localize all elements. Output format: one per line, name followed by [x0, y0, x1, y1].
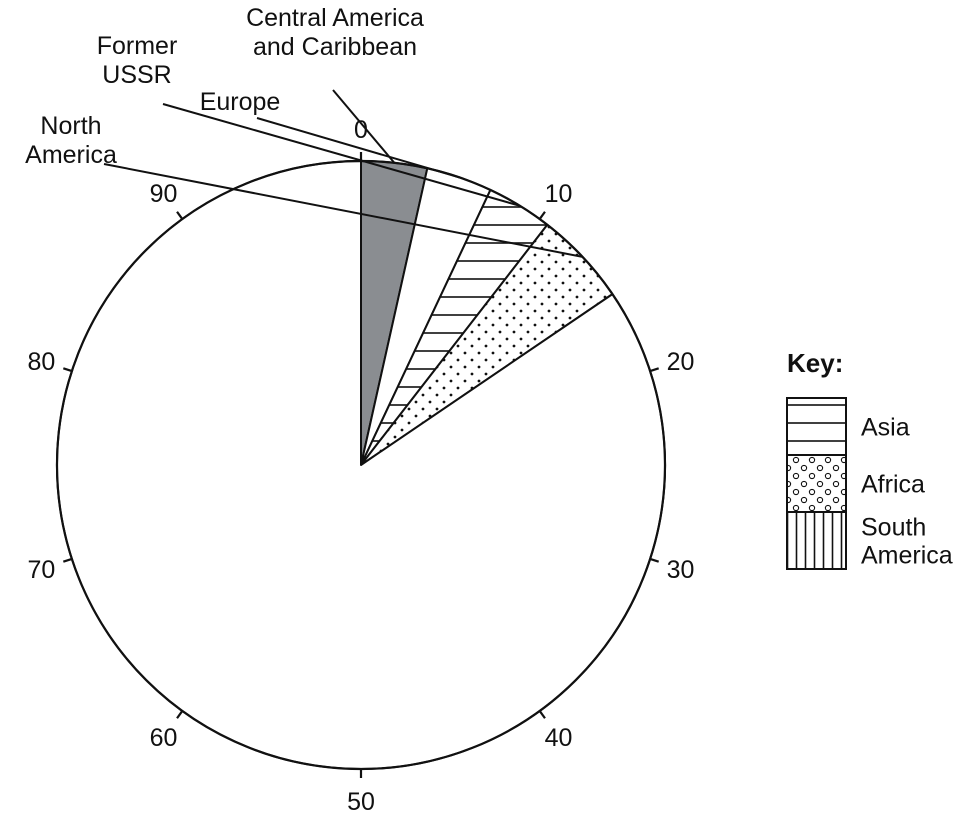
scale-label-60: 60	[150, 724, 178, 752]
scale-label-50: 50	[347, 788, 375, 816]
slice-label-2-line-1: USSR	[102, 61, 171, 89]
scale-label-0: 0	[354, 116, 368, 144]
leader-line-1	[256, 117, 460, 179]
legend-title: Key:	[787, 348, 843, 378]
scale-label-80: 80	[28, 348, 56, 376]
legend-swatch-1	[786, 454, 847, 513]
scale-tick-80	[62, 367, 73, 373]
scale-tick-60	[176, 710, 184, 719]
scale-label-70: 70	[28, 556, 56, 584]
scale-label-10: 10	[545, 180, 573, 208]
legend-label-1-line-0: Africa	[861, 471, 925, 499]
legend-swatch-2	[786, 511, 847, 570]
slice-label-3-line-0: North	[40, 112, 101, 140]
scale-tick-70	[62, 557, 73, 563]
legend-label-2-line-1: America	[861, 542, 953, 570]
slice-label-3-line-1: America	[25, 141, 117, 169]
slice-label-2-line-0: Former	[97, 32, 178, 60]
scale-tick-10	[538, 211, 546, 220]
slice-label-0-line-0: Central America	[246, 4, 424, 32]
slice-label-0-line-1: and Caribbean	[253, 33, 417, 61]
leader-line-2	[162, 103, 521, 207]
scale-label-90: 90	[150, 180, 178, 208]
scale-tick-90	[176, 211, 184, 220]
scale-tick-30	[649, 557, 660, 563]
leader-line-0	[332, 89, 396, 164]
legend-swatch-0	[786, 397, 847, 456]
legend-label-2-line-0: South	[861, 514, 926, 542]
pie-scale: 0 10 20 30 40 50 60 70 80 90	[28, 116, 695, 816]
scale-label-30: 30	[667, 556, 695, 584]
pie-slices	[56, 160, 666, 770]
leader-line-3	[103, 163, 583, 258]
scale-tick-40	[538, 710, 546, 719]
scale-label-40: 40	[545, 724, 573, 752]
slice-label-1-line-0: Europe	[200, 88, 281, 116]
scale-label-20: 20	[667, 348, 695, 376]
legend-label-0-line-0: Asia	[861, 414, 910, 442]
scale-tick-20	[649, 367, 660, 373]
